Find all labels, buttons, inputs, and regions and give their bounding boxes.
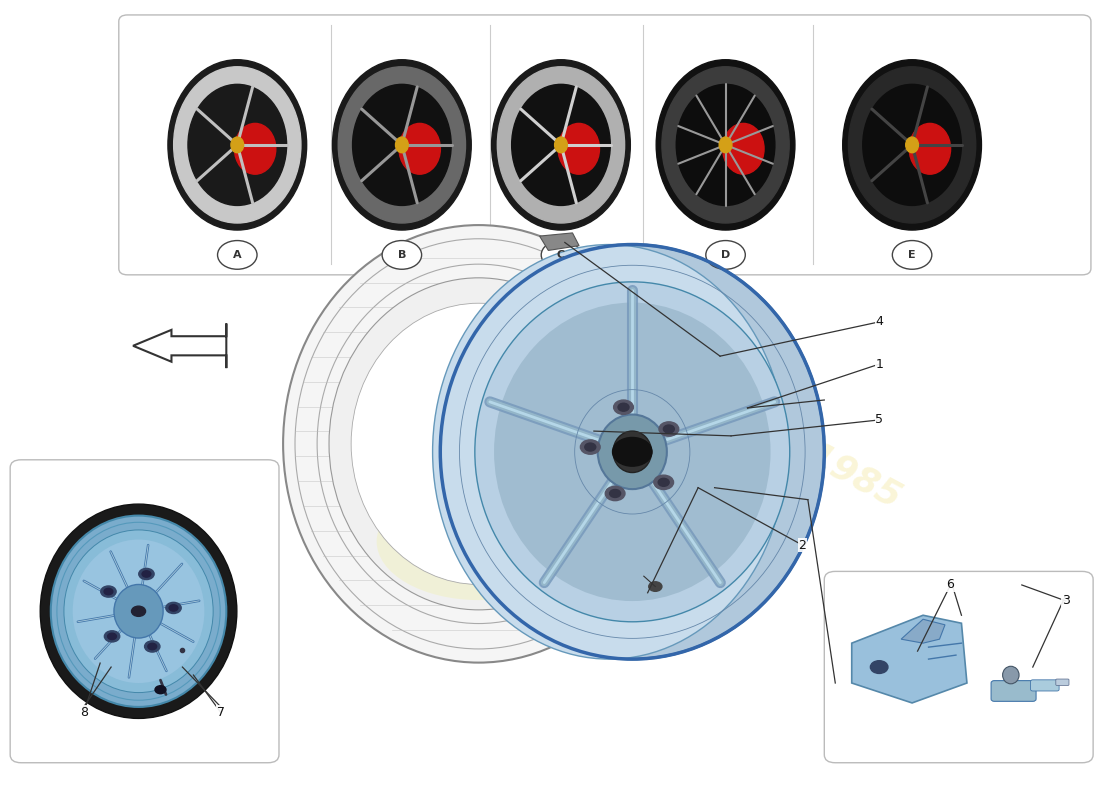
Ellipse shape bbox=[554, 137, 568, 153]
Ellipse shape bbox=[73, 539, 205, 683]
Ellipse shape bbox=[657, 60, 795, 230]
Circle shape bbox=[658, 478, 669, 486]
Circle shape bbox=[104, 630, 120, 642]
Ellipse shape bbox=[597, 414, 667, 489]
Ellipse shape bbox=[662, 66, 789, 223]
Circle shape bbox=[618, 403, 629, 411]
Text: 1: 1 bbox=[876, 358, 883, 370]
Circle shape bbox=[155, 686, 166, 694]
Ellipse shape bbox=[497, 66, 625, 223]
Ellipse shape bbox=[475, 282, 790, 622]
FancyBboxPatch shape bbox=[991, 681, 1036, 702]
Text: C: C bbox=[557, 250, 565, 260]
Ellipse shape bbox=[719, 137, 732, 153]
FancyBboxPatch shape bbox=[1031, 680, 1059, 691]
Text: 2: 2 bbox=[799, 538, 806, 551]
Circle shape bbox=[706, 241, 746, 270]
Ellipse shape bbox=[231, 137, 244, 153]
Ellipse shape bbox=[613, 431, 651, 473]
Circle shape bbox=[147, 643, 156, 650]
Ellipse shape bbox=[41, 504, 236, 718]
Circle shape bbox=[609, 490, 620, 498]
Polygon shape bbox=[540, 233, 579, 250]
Ellipse shape bbox=[862, 84, 961, 206]
Circle shape bbox=[605, 486, 625, 501]
Circle shape bbox=[663, 425, 674, 433]
Circle shape bbox=[541, 241, 581, 270]
Ellipse shape bbox=[558, 123, 600, 174]
Ellipse shape bbox=[492, 60, 630, 230]
Polygon shape bbox=[901, 619, 945, 643]
Text: B: B bbox=[398, 250, 406, 260]
Ellipse shape bbox=[723, 123, 764, 174]
Text: D: D bbox=[720, 250, 730, 260]
Circle shape bbox=[585, 443, 596, 451]
Ellipse shape bbox=[843, 60, 981, 230]
Ellipse shape bbox=[174, 66, 301, 223]
Ellipse shape bbox=[905, 137, 918, 153]
Ellipse shape bbox=[51, 515, 227, 707]
Circle shape bbox=[139, 568, 154, 579]
Circle shape bbox=[613, 438, 652, 466]
Ellipse shape bbox=[399, 123, 440, 174]
Text: a passion for parts: a passion for parts bbox=[556, 522, 720, 597]
Circle shape bbox=[104, 588, 113, 594]
Ellipse shape bbox=[168, 60, 307, 230]
Ellipse shape bbox=[848, 66, 976, 223]
Circle shape bbox=[649, 582, 662, 591]
Ellipse shape bbox=[329, 278, 628, 610]
FancyBboxPatch shape bbox=[119, 15, 1091, 275]
Text: since 1985: since 1985 bbox=[697, 382, 906, 514]
Circle shape bbox=[892, 241, 932, 270]
Text: 7: 7 bbox=[217, 706, 224, 719]
Ellipse shape bbox=[440, 245, 824, 659]
Ellipse shape bbox=[376, 483, 581, 600]
Ellipse shape bbox=[234, 123, 276, 174]
Ellipse shape bbox=[338, 66, 465, 223]
Circle shape bbox=[166, 602, 182, 614]
Circle shape bbox=[108, 633, 117, 639]
Ellipse shape bbox=[188, 84, 287, 206]
Ellipse shape bbox=[283, 225, 674, 662]
FancyBboxPatch shape bbox=[10, 460, 279, 762]
Ellipse shape bbox=[396, 137, 408, 153]
Ellipse shape bbox=[494, 302, 770, 601]
Circle shape bbox=[870, 661, 888, 674]
FancyBboxPatch shape bbox=[824, 571, 1093, 762]
Circle shape bbox=[659, 422, 679, 436]
Text: A: A bbox=[233, 250, 242, 260]
Circle shape bbox=[382, 241, 421, 270]
Text: 4: 4 bbox=[876, 315, 883, 328]
Ellipse shape bbox=[512, 84, 610, 206]
Polygon shape bbox=[133, 323, 227, 368]
Ellipse shape bbox=[332, 60, 471, 230]
Circle shape bbox=[218, 241, 257, 270]
Text: E: E bbox=[909, 250, 916, 260]
Circle shape bbox=[142, 570, 151, 577]
Ellipse shape bbox=[432, 245, 785, 659]
Text: 5: 5 bbox=[876, 414, 883, 426]
Text: 6: 6 bbox=[946, 578, 955, 591]
Circle shape bbox=[101, 586, 117, 597]
Polygon shape bbox=[851, 615, 967, 703]
FancyBboxPatch shape bbox=[1056, 679, 1069, 686]
Circle shape bbox=[144, 641, 159, 652]
Ellipse shape bbox=[64, 530, 213, 693]
Ellipse shape bbox=[676, 84, 774, 206]
Ellipse shape bbox=[351, 303, 606, 585]
Circle shape bbox=[614, 400, 634, 414]
Text: 3: 3 bbox=[1062, 594, 1069, 607]
Ellipse shape bbox=[114, 585, 163, 638]
Circle shape bbox=[581, 440, 601, 454]
Circle shape bbox=[132, 606, 145, 616]
Ellipse shape bbox=[353, 84, 451, 206]
Text: 8: 8 bbox=[79, 706, 88, 719]
Ellipse shape bbox=[910, 123, 950, 174]
Ellipse shape bbox=[1002, 666, 1019, 684]
Circle shape bbox=[169, 605, 178, 611]
Circle shape bbox=[653, 475, 673, 490]
